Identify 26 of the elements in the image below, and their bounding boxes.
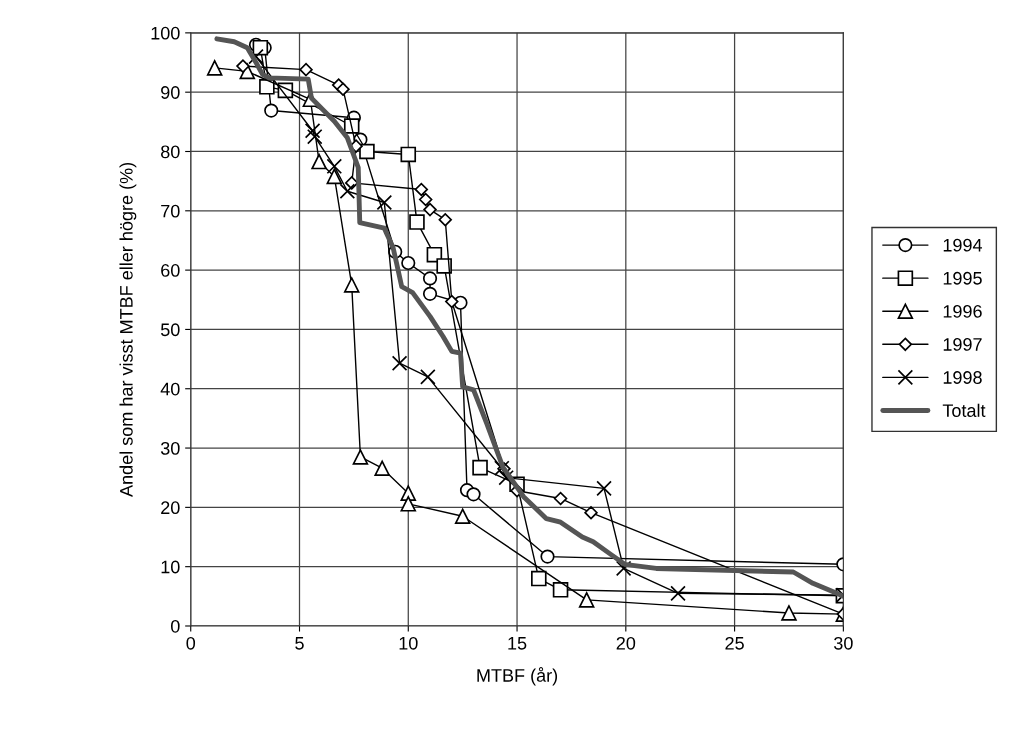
legend-label: 1994 (943, 238, 983, 252)
x-tick-label: 10 (399, 636, 418, 650)
x-axis-title: MTBF (år) (477, 667, 558, 686)
legend-label: Totalt (942, 403, 986, 417)
x-tick-label: 30 (834, 636, 853, 650)
y-tick-label: 30 (160, 441, 180, 455)
y-tick-label: 40 (160, 382, 180, 396)
y-tick-label: 90 (161, 86, 180, 99)
x-tick-label: 0 (186, 636, 196, 650)
legend-label: 1998 (943, 371, 982, 384)
y-tick-label: 100 (151, 26, 180, 40)
x-tick-label: 25 (725, 636, 744, 650)
legend-label: 1996 (943, 304, 982, 318)
y-tick-label: 50 (160, 323, 180, 337)
y-tick-label: 10 (161, 560, 180, 574)
legend-label: 1997 (943, 338, 982, 351)
y-tick-label: 0 (170, 619, 180, 633)
y-tick-label: 60 (161, 264, 180, 277)
y-tick-label: 80 (161, 145, 180, 159)
y-axis-title: Andel som har visst MTBF eller högre (%) (119, 162, 137, 497)
x-tick-label: 15 (508, 637, 527, 650)
y-tick-label: 70 (161, 204, 180, 218)
y-tick-label: 20 (161, 501, 180, 515)
legend-label: 1995 (943, 271, 982, 285)
x-tick-label: 5 (295, 637, 304, 650)
x-tick-label: 20 (616, 636, 636, 650)
